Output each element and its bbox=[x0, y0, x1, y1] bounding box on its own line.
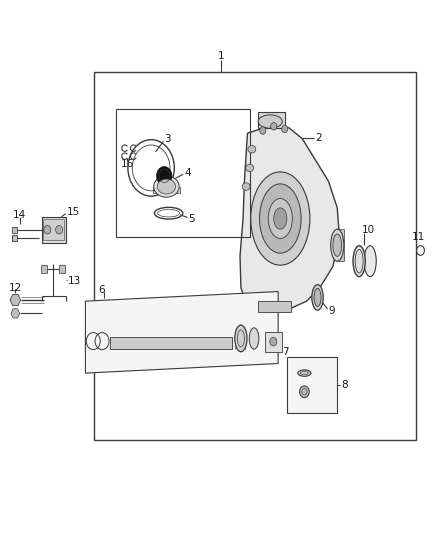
Bar bbox=[153, 187, 180, 193]
Ellipse shape bbox=[249, 328, 259, 349]
Ellipse shape bbox=[268, 199, 293, 239]
Bar bbox=[265, 332, 282, 352]
Ellipse shape bbox=[248, 146, 256, 153]
Ellipse shape bbox=[157, 179, 176, 194]
Bar bbox=[287, 357, 337, 413]
Circle shape bbox=[44, 225, 51, 234]
Text: 8: 8 bbox=[341, 380, 347, 390]
Circle shape bbox=[270, 337, 277, 346]
Ellipse shape bbox=[300, 386, 309, 398]
Polygon shape bbox=[85, 292, 278, 373]
Text: 10: 10 bbox=[361, 225, 374, 235]
Ellipse shape bbox=[242, 183, 250, 190]
Ellipse shape bbox=[154, 176, 179, 197]
Text: 7: 7 bbox=[283, 347, 289, 357]
Polygon shape bbox=[258, 112, 285, 128]
Ellipse shape bbox=[157, 166, 172, 185]
Text: 16: 16 bbox=[120, 159, 134, 168]
Text: 11: 11 bbox=[412, 232, 425, 242]
Ellipse shape bbox=[298, 370, 311, 376]
Text: 3: 3 bbox=[164, 134, 171, 143]
Circle shape bbox=[271, 123, 277, 130]
Bar bbox=[59, 265, 65, 273]
Circle shape bbox=[56, 225, 63, 234]
Ellipse shape bbox=[312, 285, 323, 310]
Text: 5: 5 bbox=[188, 214, 195, 223]
Text: 14: 14 bbox=[13, 211, 26, 220]
Bar bbox=[116, 109, 250, 237]
Ellipse shape bbox=[331, 229, 344, 261]
Ellipse shape bbox=[258, 115, 282, 128]
Ellipse shape bbox=[314, 288, 321, 306]
Ellipse shape bbox=[364, 246, 376, 277]
Ellipse shape bbox=[235, 325, 247, 352]
Bar bbox=[110, 337, 232, 349]
Bar bbox=[337, 229, 344, 261]
Text: 15: 15 bbox=[67, 207, 80, 216]
Ellipse shape bbox=[246, 164, 254, 172]
Polygon shape bbox=[240, 125, 339, 312]
Ellipse shape bbox=[333, 234, 342, 256]
Text: 2: 2 bbox=[315, 133, 322, 142]
Text: 12: 12 bbox=[9, 283, 22, 293]
Circle shape bbox=[260, 127, 266, 134]
Text: 13: 13 bbox=[68, 276, 81, 286]
Ellipse shape bbox=[251, 172, 310, 265]
Text: 1: 1 bbox=[218, 51, 225, 61]
Text: 4: 4 bbox=[184, 168, 191, 178]
Circle shape bbox=[282, 125, 288, 133]
Ellipse shape bbox=[274, 208, 287, 229]
Bar bbox=[12, 227, 17, 233]
Ellipse shape bbox=[237, 335, 245, 351]
Bar bbox=[41, 265, 47, 273]
Bar bbox=[94, 72, 416, 440]
Bar bbox=[43, 219, 64, 240]
Ellipse shape bbox=[259, 184, 301, 253]
Bar bbox=[258, 301, 291, 312]
Text: 9: 9 bbox=[328, 306, 335, 316]
Bar bbox=[12, 235, 17, 241]
Ellipse shape bbox=[353, 246, 365, 277]
Text: 6: 6 bbox=[99, 286, 105, 295]
Bar bbox=[42, 217, 66, 243]
